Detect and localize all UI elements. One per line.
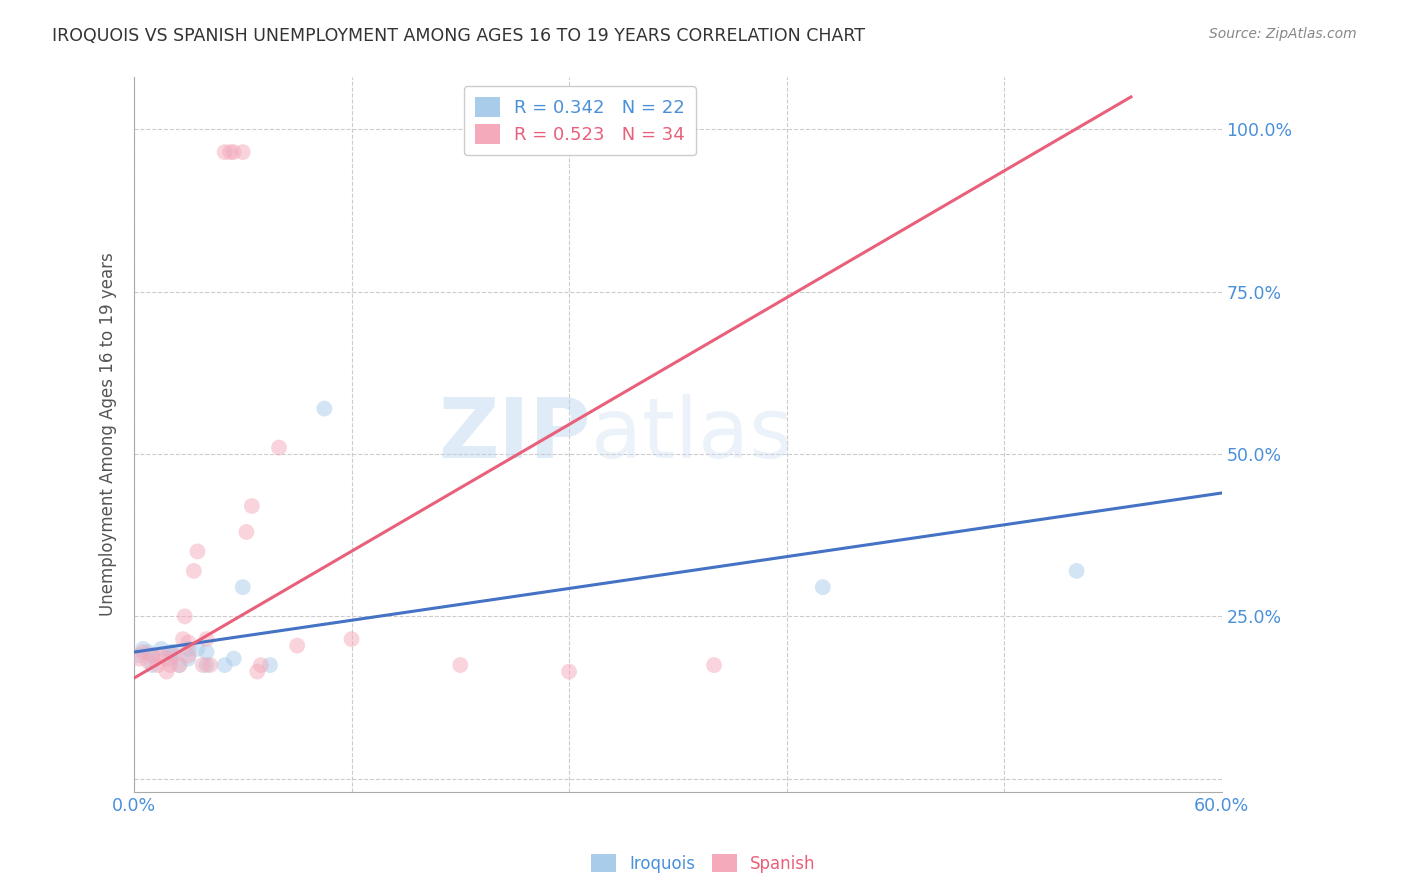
Point (240, 499, 263, 513)
Point (195, 645, 218, 659)
Point (811, 580, 834, 594)
Point (153, 651, 176, 665)
Point (1066, 564, 1088, 578)
Point (163, 645, 186, 659)
Point (195, 632, 218, 646)
Legend: R = 0.342   N = 22, R = 0.523   N = 34: R = 0.342 N = 22, R = 0.523 N = 34 (464, 87, 696, 155)
Point (159, 645, 181, 659)
Point (141, 648, 163, 663)
Point (703, 658, 725, 673)
Point (186, 544, 208, 558)
Point (156, 665, 179, 679)
Point (232, 580, 254, 594)
Point (250, 658, 273, 673)
Text: Source: ZipAtlas.com: Source: ZipAtlas.com (1209, 27, 1357, 41)
Point (183, 564, 205, 578)
Point (159, 658, 181, 673)
Point (222, 145, 245, 160)
Point (177, 648, 200, 663)
Point (150, 648, 173, 663)
Y-axis label: Unemployment Among Ages 16 to 19 years: Unemployment Among Ages 16 to 19 years (100, 252, 117, 616)
Point (132, 645, 155, 659)
Point (177, 635, 200, 649)
Point (219, 145, 242, 160)
Point (285, 639, 308, 653)
Point (169, 658, 191, 673)
Point (340, 632, 363, 646)
Point (558, 665, 581, 679)
Point (172, 632, 194, 646)
Point (150, 641, 173, 656)
Point (232, 145, 254, 160)
Point (141, 648, 163, 663)
Point (159, 651, 181, 665)
Point (138, 645, 160, 659)
Point (267, 441, 290, 455)
Point (138, 655, 160, 669)
Point (195, 658, 218, 673)
Point (146, 658, 169, 673)
Text: ZIP: ZIP (439, 394, 591, 475)
Point (141, 658, 163, 673)
Legend: Iroquois, Spanish: Iroquois, Spanish (583, 847, 823, 880)
Point (177, 641, 200, 656)
Point (186, 641, 208, 656)
Point (314, 401, 336, 416)
Point (173, 609, 195, 624)
Point (128, 651, 150, 665)
Point (128, 648, 150, 663)
Point (259, 658, 281, 673)
Point (177, 651, 200, 665)
Point (169, 658, 191, 673)
Point (214, 145, 236, 160)
Point (235, 524, 257, 539)
Text: atlas: atlas (591, 394, 793, 475)
Point (191, 658, 214, 673)
Text: IROQUOIS VS SPANISH UNEMPLOYMENT AMONG AGES 16 TO 19 YEARS CORRELATION CHART: IROQUOIS VS SPANISH UNEMPLOYMENT AMONG A… (52, 27, 865, 45)
Point (132, 641, 155, 656)
Point (449, 658, 471, 673)
Point (214, 658, 236, 673)
Point (163, 648, 186, 663)
Point (198, 658, 221, 673)
Point (246, 665, 269, 679)
Point (222, 651, 245, 665)
